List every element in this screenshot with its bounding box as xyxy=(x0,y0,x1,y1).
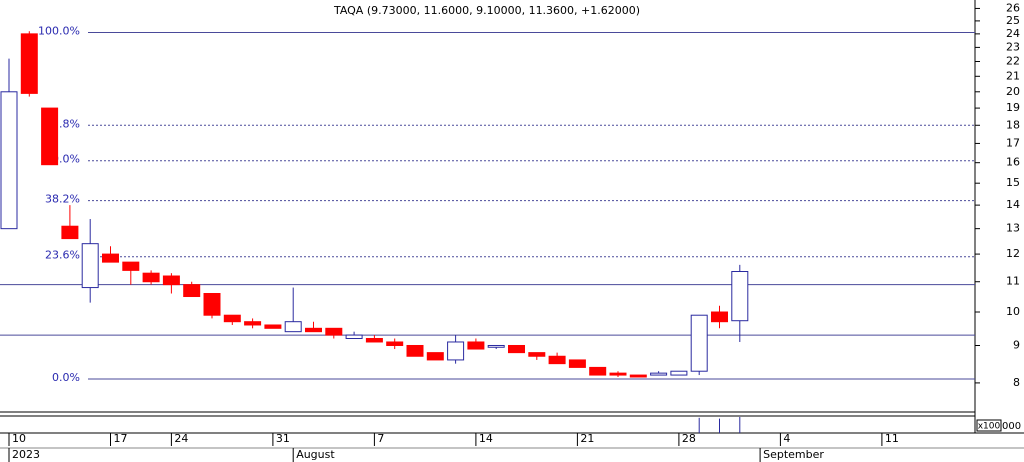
y-tick-label: 22 xyxy=(1006,55,1020,68)
candle-body xyxy=(183,284,201,298)
y-tick-label: 10 xyxy=(1006,305,1020,318)
y-tick-label: 17 xyxy=(1006,136,1020,149)
candle-body xyxy=(528,352,546,357)
fib-label: 23.6% xyxy=(45,249,80,262)
candle-body xyxy=(61,225,79,240)
candle-body xyxy=(162,275,180,286)
y-tick-label: 24 xyxy=(1006,27,1020,40)
candle-body xyxy=(467,341,485,350)
candle-body xyxy=(568,359,586,368)
fib-label: 0.0% xyxy=(52,371,80,384)
candle-body xyxy=(508,344,525,354)
candle-body xyxy=(122,261,140,271)
chart-title: TAQA (9.73000, 11.6000, 9.10000, 11.3600… xyxy=(333,4,640,17)
candle-body xyxy=(690,314,708,372)
volume-unit-box xyxy=(976,419,1002,432)
y-tick-label: 9 xyxy=(1013,338,1020,351)
volume-tick: 000 xyxy=(1002,421,1021,432)
candle-body xyxy=(325,327,343,336)
candle-body xyxy=(102,253,119,263)
candle-body xyxy=(284,321,302,333)
fib-label: 100.0% xyxy=(38,25,80,38)
month-label: September xyxy=(763,448,824,461)
y-tick-label: 21 xyxy=(1006,69,1020,82)
candle-body xyxy=(81,243,99,289)
y-tick-label: 23 xyxy=(1006,40,1020,53)
candle-body xyxy=(650,372,668,376)
candle-body xyxy=(670,370,688,376)
candle-body xyxy=(487,344,505,348)
candle-body xyxy=(244,321,262,326)
candle-body xyxy=(142,272,160,283)
y-tick-label: 16 xyxy=(1006,156,1020,169)
candle-body xyxy=(345,334,363,340)
y-tick-label: 11 xyxy=(1006,275,1020,288)
y-tick-label: 15 xyxy=(1006,176,1020,189)
candle-body xyxy=(426,352,444,361)
x-tick-label: 14 xyxy=(479,432,493,445)
candle-body xyxy=(589,366,607,376)
candle-body xyxy=(264,324,282,329)
y-tick-label: 26 xyxy=(1006,1,1020,14)
y-tick-label: 12 xyxy=(1006,247,1020,260)
candle-body xyxy=(0,91,18,230)
x-tick-label: 7 xyxy=(377,432,384,445)
x-tick-label: 17 xyxy=(114,432,128,445)
volume-unit: x100 xyxy=(978,422,1001,432)
x-tick-label: 21 xyxy=(580,432,594,445)
x-tick-label: 11 xyxy=(885,432,899,445)
x-tick-label: 24 xyxy=(174,432,188,445)
month-label: August xyxy=(296,448,335,461)
candle-body xyxy=(203,293,221,316)
y-tick-label: 19 xyxy=(1006,101,1020,114)
candle-body xyxy=(731,271,749,322)
fib-label: 38.2% xyxy=(45,193,80,206)
candle-body xyxy=(548,355,566,365)
y-tick-label: 25 xyxy=(1006,14,1020,27)
y-tick-label: 14 xyxy=(1006,198,1020,211)
candle-body xyxy=(20,33,38,94)
candle-body xyxy=(41,107,59,166)
candle-body xyxy=(223,314,241,323)
x-tick-label: 31 xyxy=(276,432,290,445)
y-tick-label: 13 xyxy=(1006,222,1020,235)
y-tick-label: 8 xyxy=(1013,376,1020,389)
candle-body xyxy=(447,341,465,361)
candle-body xyxy=(609,372,627,376)
candle-body xyxy=(386,341,404,346)
candle-body xyxy=(629,374,647,378)
month-label: 2023 xyxy=(12,448,40,461)
candle-body xyxy=(406,344,424,357)
y-tick-label: 18 xyxy=(1006,118,1020,131)
y-tick-label: 20 xyxy=(1006,85,1020,98)
candle-body xyxy=(711,311,728,323)
x-tick-label: 10 xyxy=(12,432,26,445)
candle-body xyxy=(305,327,322,333)
x-tick-label: 28 xyxy=(682,432,696,445)
candle-body xyxy=(365,338,383,343)
x-tick-label: 4 xyxy=(783,432,790,445)
